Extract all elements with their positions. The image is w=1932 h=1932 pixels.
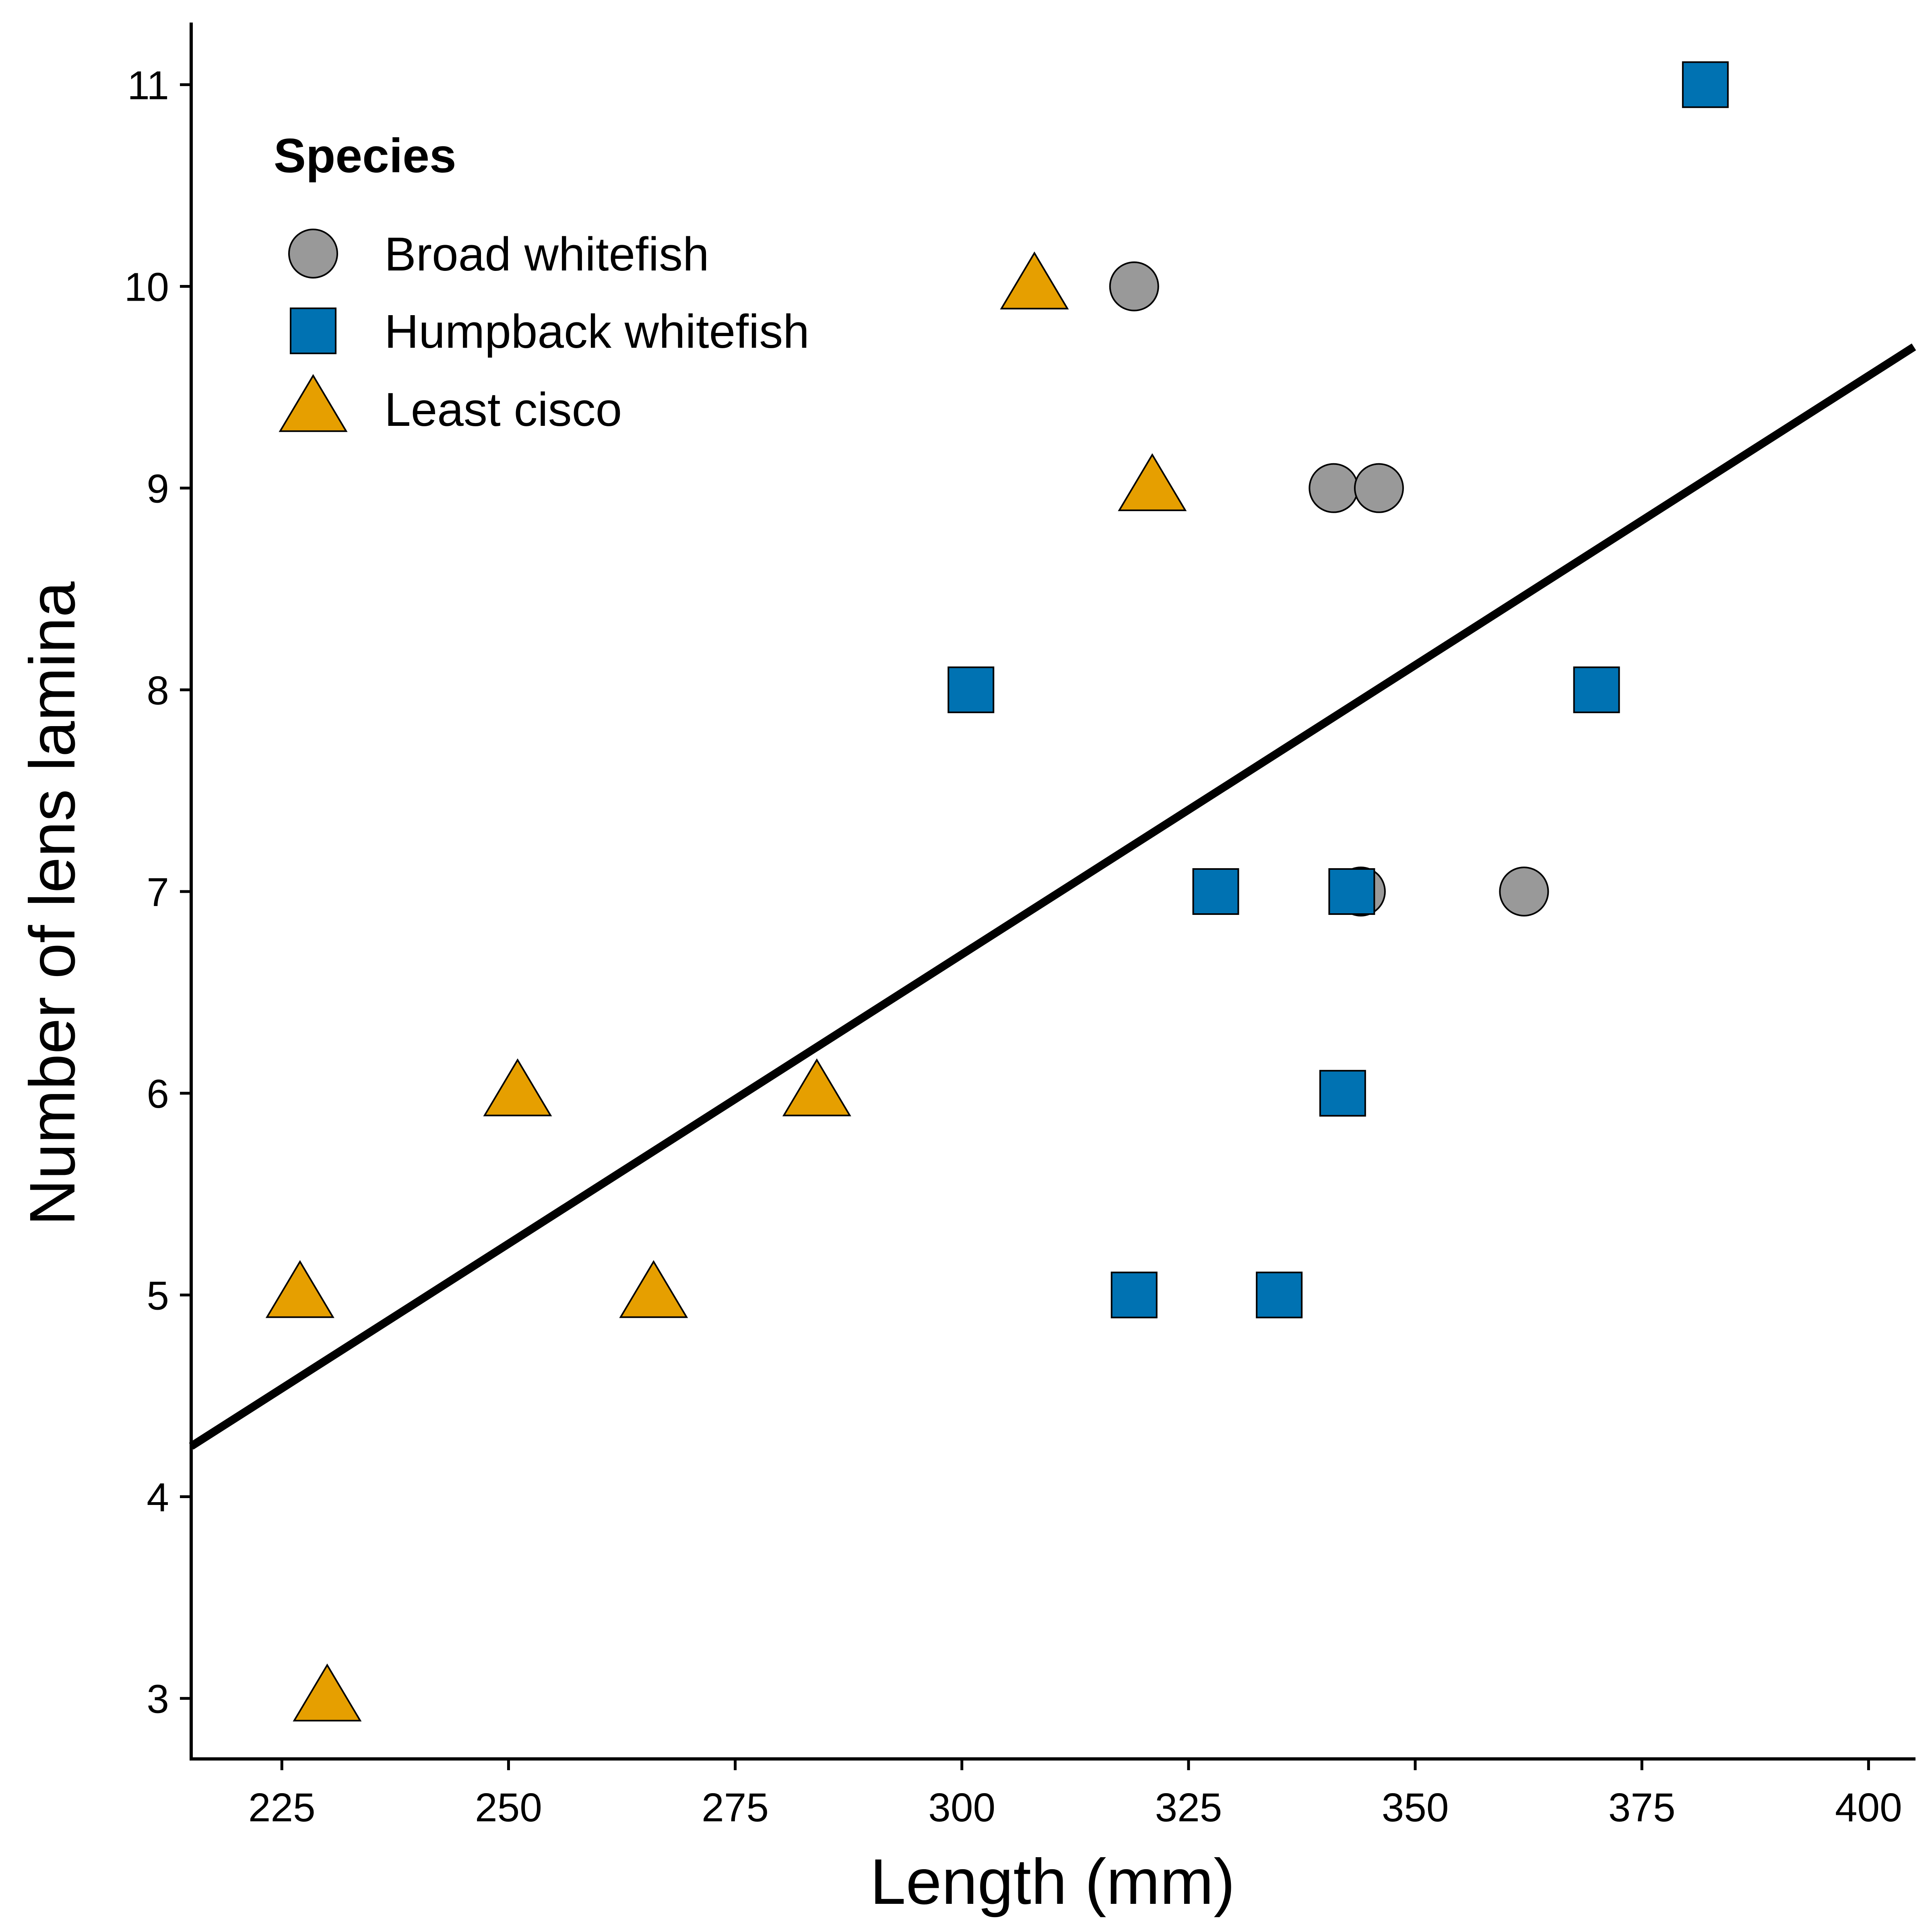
y-tick-label: 9: [147, 466, 169, 512]
x-tick-label: 375: [1608, 1785, 1676, 1830]
square-point: [1110, 1271, 1158, 1319]
legend-square-key: [290, 308, 336, 354]
triangle-point: [1118, 453, 1187, 511]
x-tick-label: 250: [475, 1785, 542, 1830]
x-tick-label: 275: [702, 1785, 769, 1830]
square-point: [1256, 1271, 1303, 1319]
square-point: [1573, 666, 1620, 713]
circle-point: [1109, 261, 1159, 312]
x-ticks: 225 250 275 300 325 350 375 400: [248, 1759, 1902, 1830]
y-tick-label: 10: [124, 265, 169, 310]
y-tick-label: 7: [147, 870, 169, 915]
series-square: [947, 61, 1729, 1319]
circle-point: [1354, 463, 1404, 513]
x-tick-label: 300: [928, 1785, 995, 1830]
y-tick-label: 5: [147, 1273, 169, 1318]
triangle-point: [483, 1058, 552, 1117]
legend-label: Humpback whitefish: [384, 305, 809, 358]
triangle-point: [293, 1663, 362, 1721]
data-points: [265, 61, 1729, 1721]
triangle-point: [1000, 251, 1069, 310]
fit-line-group: [189, 343, 1916, 1450]
legend-triangle-key: [279, 374, 348, 432]
legend-circle-key: [288, 229, 338, 279]
y-tick-label: 11: [127, 63, 169, 108]
series-triangle: [265, 251, 1187, 1721]
square-point: [1328, 868, 1375, 915]
legend-label: Broad whitefish: [384, 228, 709, 281]
square-point: [1682, 61, 1729, 108]
x-tick-label: 225: [248, 1785, 316, 1830]
x-axis-title: Length (mm): [870, 1845, 1235, 1918]
triangle-point: [782, 1058, 851, 1117]
y-tick-label: 8: [147, 668, 169, 713]
legend: Species Broad whitefish Humpback whitefis…: [274, 129, 809, 436]
square-point: [1319, 1070, 1366, 1117]
regression-line: [189, 343, 1916, 1450]
square-point: [1192, 868, 1239, 915]
triangle-point: [619, 1260, 688, 1318]
y-tick-label: 6: [147, 1071, 169, 1117]
triangle-point: [265, 1260, 334, 1318]
x-tick-label: 325: [1155, 1785, 1222, 1830]
x-tick-label: 350: [1382, 1785, 1449, 1830]
y-axis-title: Number of lens lamina: [16, 582, 88, 1226]
square-point: [947, 666, 995, 713]
x-tick-label: 400: [1835, 1785, 1902, 1830]
circle-point: [1309, 463, 1359, 513]
legend-label: Least cisco: [384, 383, 622, 436]
circle-point: [1499, 867, 1549, 916]
y-ticks: 3 4 5 6 7 8 9 10 11: [124, 63, 191, 1722]
y-tick-label: 3: [147, 1677, 169, 1722]
y-tick-label: 4: [147, 1475, 169, 1520]
legend-title: Species: [274, 129, 456, 183]
